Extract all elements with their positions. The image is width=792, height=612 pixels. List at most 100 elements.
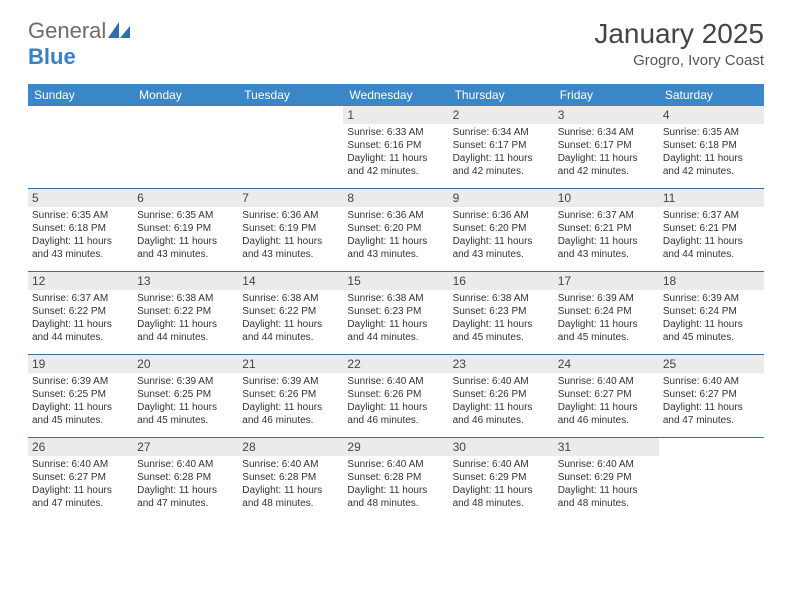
day-cell: 27Sunrise: 6:40 AMSunset: 6:28 PMDayligh…: [133, 438, 238, 520]
day-info-line: Sunset: 6:28 PM: [242, 471, 339, 484]
day-info-line: Daylight: 11 hours: [558, 401, 655, 414]
day-info-line: and 48 minutes.: [558, 497, 655, 510]
day-cell: 8Sunrise: 6:36 AMSunset: 6:20 PMDaylight…: [343, 189, 448, 271]
day-cell: 29Sunrise: 6:40 AMSunset: 6:28 PMDayligh…: [343, 438, 448, 520]
day-info-line: Sunset: 6:27 PM: [32, 471, 129, 484]
day-number: 14: [238, 272, 343, 290]
day-info-line: Daylight: 11 hours: [558, 235, 655, 248]
day-info: Sunrise: 6:37 AMSunset: 6:21 PMDaylight:…: [558, 209, 655, 261]
day-info-line: Sunset: 6:19 PM: [242, 222, 339, 235]
day-info-line: Daylight: 11 hours: [347, 235, 444, 248]
day-info-line: Sunrise: 6:39 AM: [663, 292, 760, 305]
day-info-line: Sunrise: 6:36 AM: [453, 209, 550, 222]
day-info-line: Sunset: 6:23 PM: [347, 305, 444, 318]
day-number: 25: [659, 355, 764, 373]
day-info-line: Sunset: 6:17 PM: [453, 139, 550, 152]
day-info-line: Sunrise: 6:39 AM: [137, 375, 234, 388]
day-info-line: Daylight: 11 hours: [32, 484, 129, 497]
dow-cell: Wednesday: [343, 84, 448, 106]
day-info: Sunrise: 6:36 AMSunset: 6:19 PMDaylight:…: [242, 209, 339, 261]
day-info: Sunrise: 6:39 AMSunset: 6:25 PMDaylight:…: [137, 375, 234, 427]
day-cell: 15Sunrise: 6:38 AMSunset: 6:23 PMDayligh…: [343, 272, 448, 354]
day-info-line: and 48 minutes.: [347, 497, 444, 510]
day-info-line: Sunset: 6:17 PM: [558, 139, 655, 152]
day-info-line: and 45 minutes.: [558, 331, 655, 344]
day-info-line: Sunrise: 6:40 AM: [453, 375, 550, 388]
day-info: Sunrise: 6:40 AMSunset: 6:28 PMDaylight:…: [242, 458, 339, 510]
day-cell: 17Sunrise: 6:39 AMSunset: 6:24 PMDayligh…: [554, 272, 659, 354]
week-row: 5Sunrise: 6:35 AMSunset: 6:18 PMDaylight…: [28, 189, 764, 272]
day-cell: .: [28, 106, 133, 188]
logo-part2: Blue: [28, 44, 76, 69]
day-info-line: Daylight: 11 hours: [242, 318, 339, 331]
day-cell: 22Sunrise: 6:40 AMSunset: 6:26 PMDayligh…: [343, 355, 448, 437]
day-info: Sunrise: 6:35 AMSunset: 6:19 PMDaylight:…: [137, 209, 234, 261]
day-info: Sunrise: 6:39 AMSunset: 6:26 PMDaylight:…: [242, 375, 339, 427]
day-info-line: and 46 minutes.: [242, 414, 339, 427]
day-info-line: Daylight: 11 hours: [558, 484, 655, 497]
day-cell: 21 Sunrise: 6:39 AMSunset: 6:26 PMDayligh…: [238, 355, 343, 437]
day-info-line: Sunrise: 6:39 AM: [242, 375, 339, 388]
day-info-line: Sunrise: 6:35 AM: [32, 209, 129, 222]
day-info: Sunrise: 6:35 AMSunset: 6:18 PMDaylight:…: [32, 209, 129, 261]
day-info-line: Daylight: 11 hours: [137, 318, 234, 331]
day-info-line: and 43 minutes.: [137, 248, 234, 261]
day-info-line: Sunset: 6:16 PM: [347, 139, 444, 152]
day-info: Sunrise: 6:37 AMSunset: 6:22 PMDaylight:…: [32, 292, 129, 344]
day-info-line: Daylight: 11 hours: [453, 152, 550, 165]
day-info-line: Sunset: 6:27 PM: [663, 388, 760, 401]
day-info-line: Daylight: 11 hours: [453, 484, 550, 497]
day-info: Sunrise: 6:40 AMSunset: 6:27 PMDaylight:…: [558, 375, 655, 427]
day-info: Sunrise: 6:33 AMSunset: 6:16 PMDaylight:…: [347, 126, 444, 178]
day-info-line: Sunrise: 6:40 AM: [137, 458, 234, 471]
day-cell: 9Sunrise: 6:36 AMSunset: 6:20 PMDaylight…: [449, 189, 554, 271]
day-number: 3: [554, 106, 659, 124]
day-info-line: and 45 minutes.: [663, 331, 760, 344]
day-info: Sunrise: 6:40 AMSunset: 6:27 PMDaylight:…: [32, 458, 129, 510]
day-info-line: and 42 minutes.: [558, 165, 655, 178]
dow-header-row: SundayMondayTuesdayWednesdayThursdayFrid…: [28, 84, 764, 106]
day-cell: .: [659, 438, 764, 520]
day-info-line: Sunset: 6:28 PM: [347, 471, 444, 484]
day-info-line: Daylight: 11 hours: [347, 484, 444, 497]
dow-cell: Sunday: [28, 84, 133, 106]
day-info-line: Daylight: 11 hours: [32, 401, 129, 414]
day-cell: 31Sunrise: 6:40 AMSunset: 6:29 PMDayligh…: [554, 438, 659, 520]
day-number: 2: [449, 106, 554, 124]
day-info-line: Sunset: 6:25 PM: [32, 388, 129, 401]
day-info: Sunrise: 6:38 AMSunset: 6:23 PMDaylight:…: [347, 292, 444, 344]
dow-cell: Monday: [133, 84, 238, 106]
day-info-line: Sunset: 6:29 PM: [453, 471, 550, 484]
day-cell: .: [238, 106, 343, 188]
day-info-line: Sunrise: 6:37 AM: [558, 209, 655, 222]
day-info-line: Sunrise: 6:35 AM: [137, 209, 234, 222]
day-info-line: Daylight: 11 hours: [558, 318, 655, 331]
location-label: Grogro, Ivory Coast: [594, 52, 764, 69]
day-info-line: and 43 minutes.: [347, 248, 444, 261]
day-info-line: Daylight: 11 hours: [137, 235, 234, 248]
day-cell: 12Sunrise: 6:37 AMSunset: 6:22 PMDayligh…: [28, 272, 133, 354]
day-info-line: Sunrise: 6:35 AM: [663, 126, 760, 139]
day-info-line: Daylight: 11 hours: [663, 152, 760, 165]
day-info-line: Sunset: 6:26 PM: [242, 388, 339, 401]
day-info-line: Sunset: 6:25 PM: [137, 388, 234, 401]
day-info: Sunrise: 6:40 AMSunset: 6:28 PMDaylight:…: [137, 458, 234, 510]
day-cell: 6Sunrise: 6:35 AMSunset: 6:19 PMDaylight…: [133, 189, 238, 271]
day-number: 23: [449, 355, 554, 373]
weeks-container: ...1Sunrise: 6:33 AMSunset: 6:16 PMDayli…: [28, 106, 764, 520]
day-number: 13: [133, 272, 238, 290]
day-info-line: Daylight: 11 hours: [137, 401, 234, 414]
day-info-line: Daylight: 11 hours: [347, 152, 444, 165]
week-row: 19Sunrise: 6:39 AMSunset: 6:25 PMDayligh…: [28, 355, 764, 438]
day-number: 11: [659, 189, 764, 207]
day-number: 21: [238, 355, 343, 373]
day-number: 19: [28, 355, 133, 373]
day-info-line: Sunrise: 6:40 AM: [32, 458, 129, 471]
day-info-line: and 47 minutes.: [32, 497, 129, 510]
day-info-line: Sunset: 6:27 PM: [558, 388, 655, 401]
day-info-line: Sunset: 6:20 PM: [453, 222, 550, 235]
day-cell: 19Sunrise: 6:39 AMSunset: 6:25 PMDayligh…: [28, 355, 133, 437]
day-info-line: and 48 minutes.: [242, 497, 339, 510]
day-info-line: Sunset: 6:18 PM: [32, 222, 129, 235]
day-info-line: Daylight: 11 hours: [242, 401, 339, 414]
